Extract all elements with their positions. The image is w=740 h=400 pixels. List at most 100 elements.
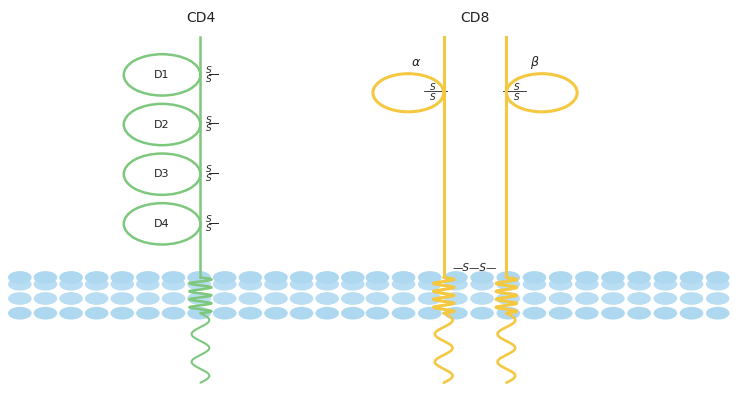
Circle shape [136, 292, 160, 305]
Circle shape [391, 292, 415, 305]
Text: S: S [514, 83, 520, 92]
Circle shape [187, 307, 211, 320]
Circle shape [290, 271, 313, 284]
Circle shape [471, 307, 494, 320]
Circle shape [290, 278, 313, 290]
Circle shape [680, 292, 703, 305]
Text: D1: D1 [155, 70, 170, 80]
Circle shape [136, 271, 160, 284]
Circle shape [341, 271, 365, 284]
Circle shape [628, 278, 651, 290]
Circle shape [59, 278, 83, 290]
Circle shape [575, 292, 599, 305]
Text: D2: D2 [155, 120, 170, 130]
Circle shape [418, 271, 442, 284]
Circle shape [601, 271, 625, 284]
Circle shape [366, 307, 389, 320]
Circle shape [136, 278, 160, 290]
Circle shape [85, 278, 109, 290]
Text: S: S [206, 174, 212, 183]
Circle shape [601, 278, 625, 290]
Circle shape [162, 292, 185, 305]
Circle shape [497, 271, 520, 284]
Circle shape [59, 271, 83, 284]
Circle shape [522, 307, 546, 320]
Circle shape [315, 307, 339, 320]
Circle shape [238, 278, 262, 290]
Circle shape [341, 307, 365, 320]
Circle shape [575, 271, 599, 284]
Circle shape [680, 271, 703, 284]
Circle shape [59, 307, 83, 320]
Circle shape [85, 292, 109, 305]
Circle shape [264, 278, 288, 290]
Circle shape [315, 271, 339, 284]
Circle shape [680, 278, 703, 290]
Circle shape [653, 292, 677, 305]
Circle shape [187, 271, 211, 284]
Circle shape [706, 271, 730, 284]
Circle shape [628, 292, 651, 305]
Circle shape [162, 271, 185, 284]
Text: S: S [206, 66, 212, 75]
Circle shape [238, 292, 262, 305]
Circle shape [341, 292, 365, 305]
Circle shape [213, 278, 237, 290]
Circle shape [522, 292, 546, 305]
Circle shape [8, 292, 32, 305]
Circle shape [213, 292, 237, 305]
Text: CD8: CD8 [460, 11, 490, 25]
Circle shape [238, 271, 262, 284]
Circle shape [238, 307, 262, 320]
Circle shape [444, 292, 468, 305]
Circle shape [680, 307, 703, 320]
Circle shape [522, 271, 546, 284]
Circle shape [162, 307, 185, 320]
Text: D3: D3 [155, 169, 170, 179]
Text: S: S [514, 94, 520, 102]
Circle shape [418, 278, 442, 290]
Circle shape [653, 278, 677, 290]
Text: α: α [411, 56, 420, 70]
Circle shape [522, 278, 546, 290]
Circle shape [290, 307, 313, 320]
Circle shape [315, 278, 339, 290]
Circle shape [418, 307, 442, 320]
Circle shape [444, 307, 468, 320]
Circle shape [187, 292, 211, 305]
Circle shape [110, 271, 134, 284]
Circle shape [290, 292, 313, 305]
Circle shape [110, 278, 134, 290]
Circle shape [264, 307, 288, 320]
Circle shape [391, 278, 415, 290]
Circle shape [653, 307, 677, 320]
Text: S: S [206, 224, 212, 233]
Text: S: S [430, 83, 436, 92]
Circle shape [315, 292, 339, 305]
Circle shape [391, 271, 415, 284]
Circle shape [706, 307, 730, 320]
Circle shape [706, 278, 730, 290]
Text: —S—S—: —S—S— [453, 263, 497, 273]
Circle shape [33, 292, 57, 305]
Circle shape [341, 278, 365, 290]
Circle shape [575, 307, 599, 320]
Circle shape [110, 307, 134, 320]
Circle shape [471, 271, 494, 284]
Circle shape [549, 271, 573, 284]
Circle shape [8, 271, 32, 284]
Circle shape [575, 278, 599, 290]
Circle shape [653, 271, 677, 284]
Circle shape [59, 292, 83, 305]
Circle shape [264, 271, 288, 284]
Circle shape [444, 278, 468, 290]
Circle shape [366, 271, 389, 284]
Text: S: S [206, 124, 212, 133]
Circle shape [628, 271, 651, 284]
Circle shape [706, 292, 730, 305]
Circle shape [187, 278, 211, 290]
Text: CD4: CD4 [186, 11, 215, 25]
Text: β: β [531, 56, 539, 70]
Circle shape [391, 307, 415, 320]
Circle shape [162, 278, 185, 290]
